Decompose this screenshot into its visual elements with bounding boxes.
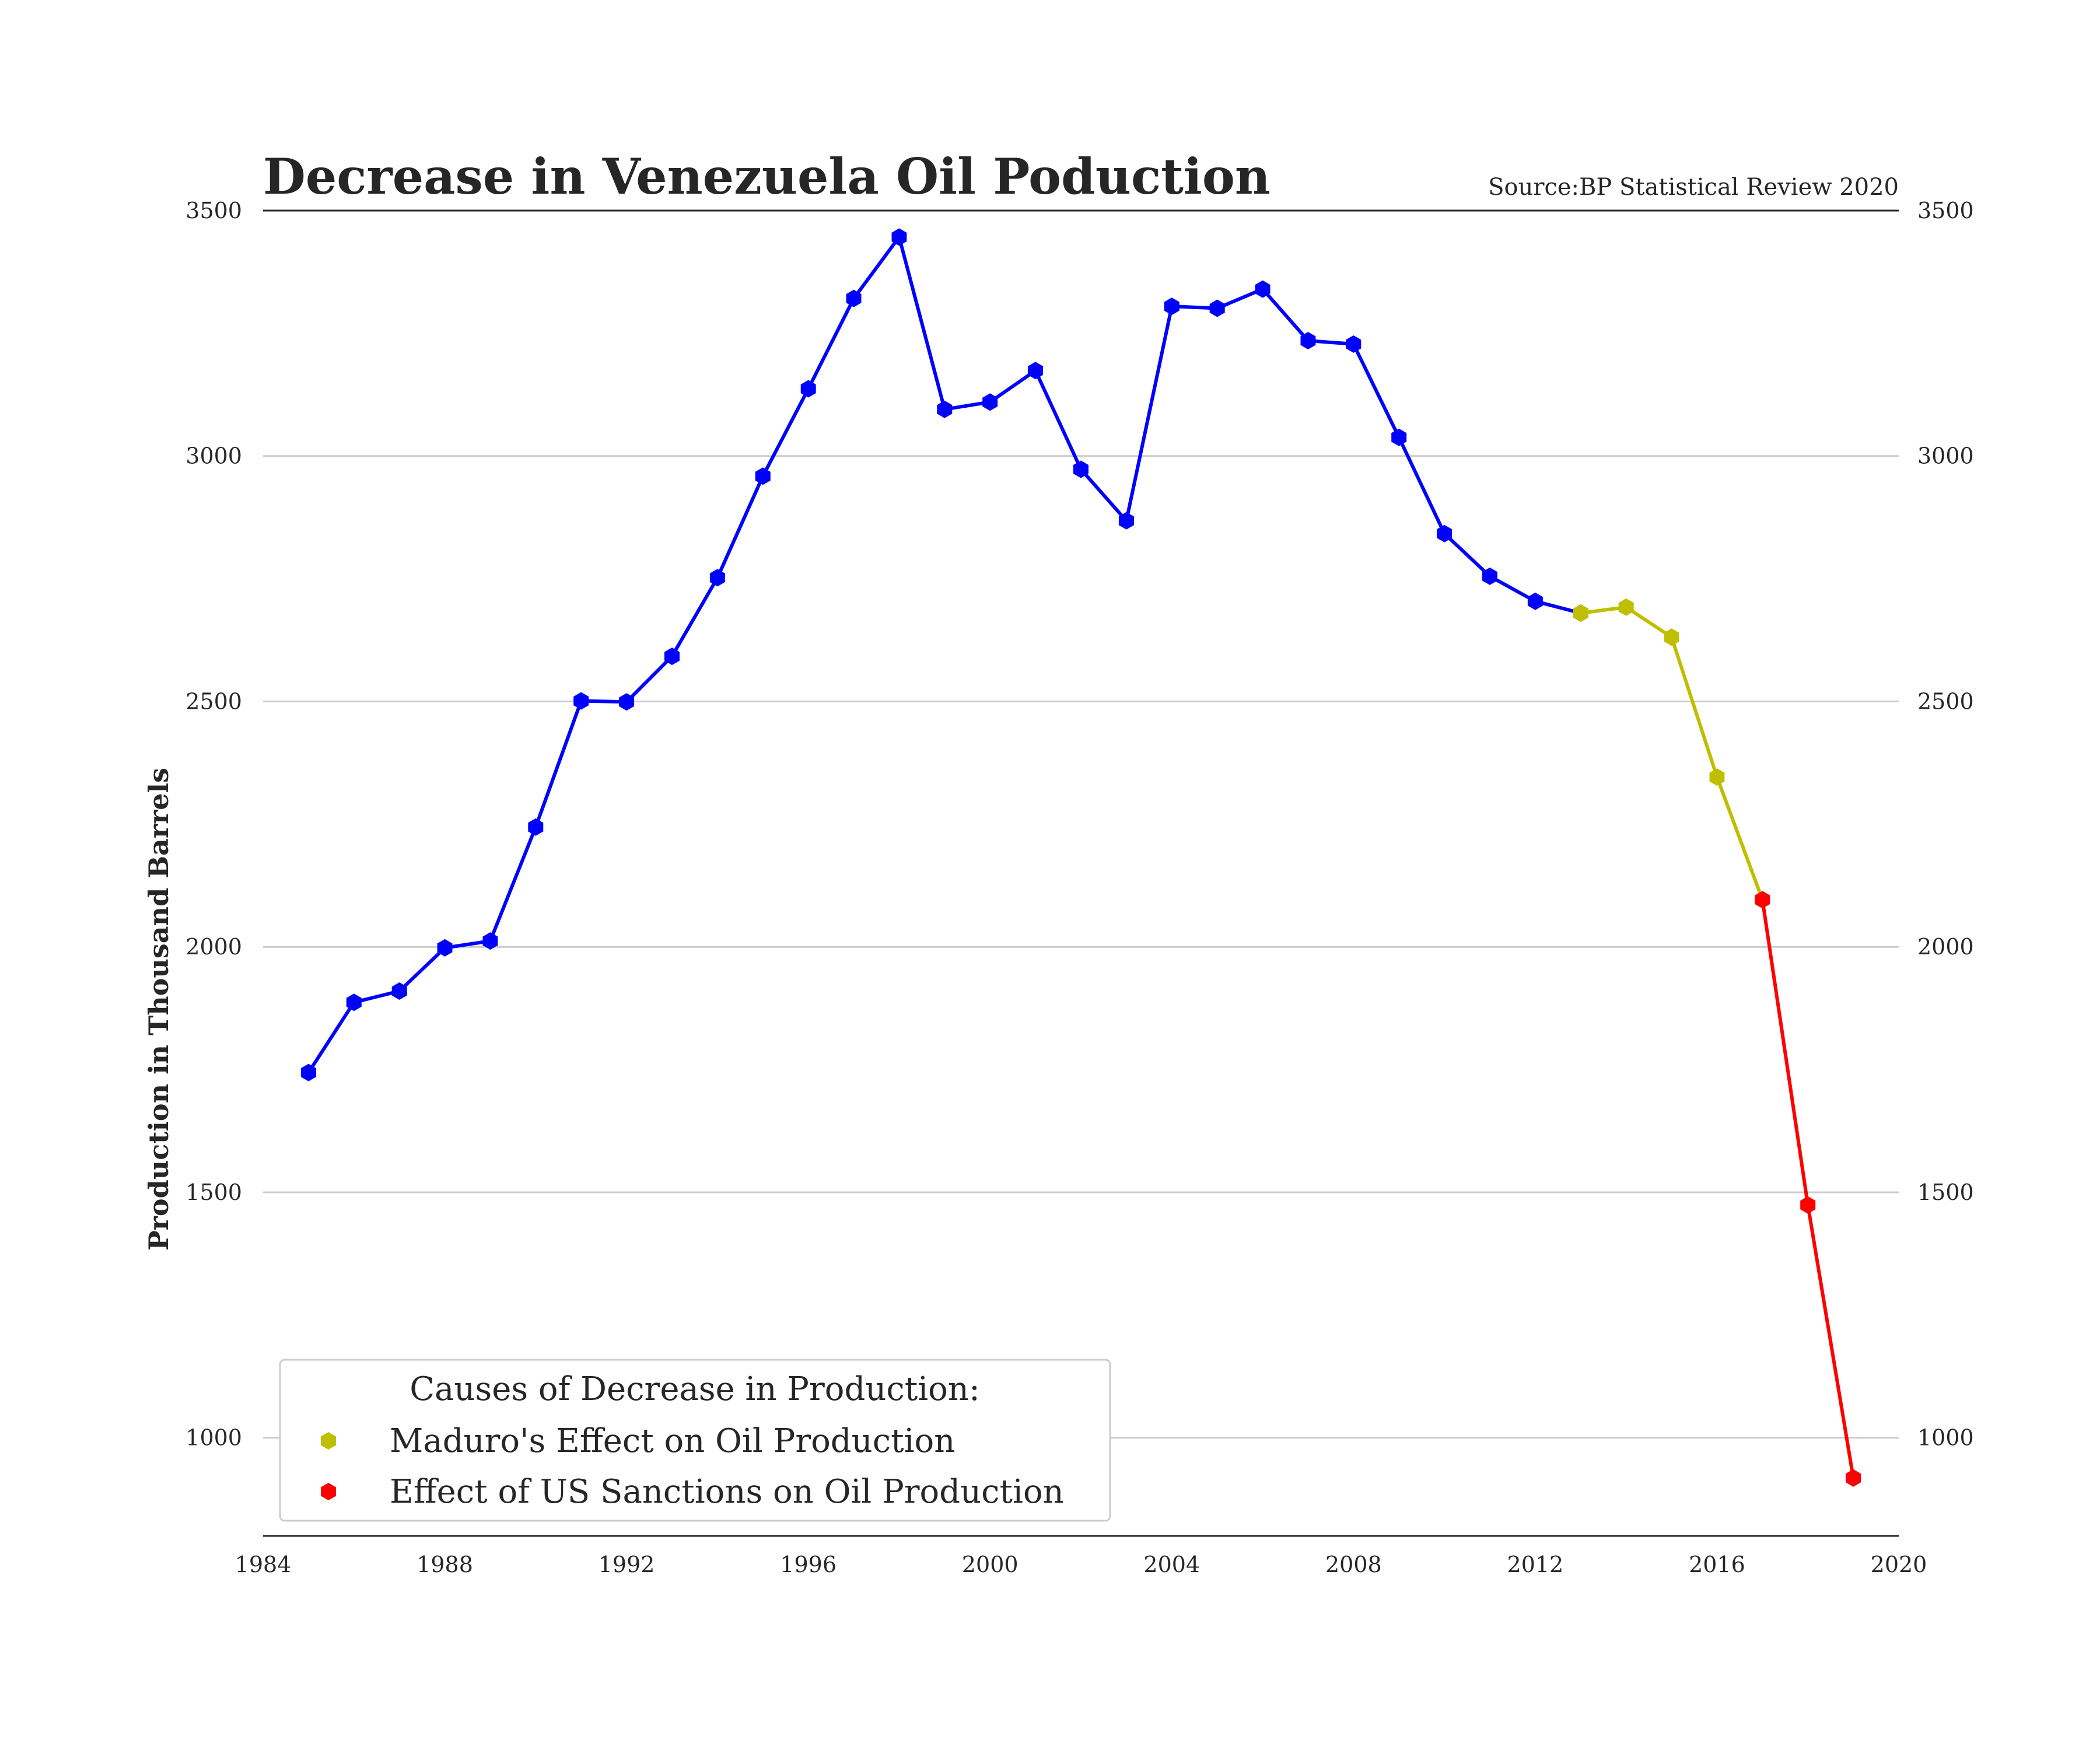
x-tick-label: 1992 [598,1552,655,1577]
axes: 1000 1000 1500 1500 2000 2000 2500 2500 3000 3000… [186,198,1973,1577]
y-tick-label-right: 1000 [1917,1425,1974,1451]
y-tick-label-left: 3000 [186,443,242,469]
legend-marker [321,1432,336,1450]
data-point [528,818,544,836]
legend-entry-label: Effect of US Sanctions on Oil Production [390,1473,1064,1511]
y-tick-label-left: 2500 [186,688,242,714]
data-point [846,289,862,307]
data-point [937,400,953,418]
x-tick-label: 2012 [1507,1552,1564,1577]
y-tick-label-left: 1000 [186,1425,242,1451]
y-tick-label-left: 2000 [186,934,242,960]
y-tick-label-right: 3500 [1917,198,1974,223]
series-line [1580,605,1765,901]
series-2 [1755,891,1861,1487]
y-tick-label-right: 2500 [1917,688,1974,714]
data-point [664,648,680,666]
y-tick-label-right: 3000 [1917,443,1974,469]
data-point [1391,428,1407,446]
data-point [709,569,725,587]
data-point [1437,524,1452,542]
chart-title: Decrease in Venezuela Oil Poduction [263,148,1270,205]
data-point [1709,768,1725,786]
data-point [1846,1469,1861,1487]
x-tick-label: 2000 [962,1552,1019,1577]
x-tick-label: 2008 [1325,1552,1382,1577]
x-tick-label: 1988 [416,1552,473,1577]
y-tick-label-right: 1500 [1917,1180,1974,1205]
legend-marker [321,1483,336,1500]
data-point [391,982,407,1000]
data-point [1164,298,1180,316]
x-tick-label: 2004 [1143,1552,1200,1577]
y-tick-label-right: 2000 [1917,934,1974,960]
data-point [1573,604,1588,622]
data-point [346,993,362,1012]
x-tick-label: 1996 [780,1552,836,1577]
data-series [300,228,1861,1487]
x-tick-label: 2016 [1689,1552,1745,1577]
data-point [573,692,589,710]
legend: Causes of Decrease in Production: Maduro… [279,1359,1111,1522]
data-point [1527,592,1543,610]
series-1 [1573,598,1770,909]
legend-entry-label: Maduro's Effect on Oil Production [390,1422,955,1460]
gridlines [263,209,1899,1439]
x-tick-label: 2020 [1871,1552,1927,1577]
data-point [755,467,771,485]
data-point [300,1063,316,1082]
data-point [1118,512,1134,530]
data-point [1073,460,1088,478]
legend-title: Causes of Decrease in Production: [410,1370,980,1408]
data-point [1664,628,1679,646]
legend-box [279,1359,1111,1522]
chart-source: Source:BP Statistical Review 2020 [1488,174,1899,201]
legend-entries: Maduro's Effect on Oil Production Effect … [321,1422,1064,1511]
data-point [1300,332,1316,349]
data-point [1482,567,1497,585]
data-point [1346,335,1362,353]
data-point [619,693,635,711]
data-point [482,932,498,950]
data-point [800,380,816,398]
data-point [1800,1196,1816,1214]
series-0 [300,228,1588,1082]
data-point [891,228,907,246]
data-point [1028,362,1044,380]
data-point [1255,280,1270,298]
data-point [1618,598,1634,616]
y-tick-label-left: 3500 [186,198,242,223]
data-point [1755,891,1770,909]
y-axis-label: Production in Thousand Barrels [143,768,174,1251]
y-tick-label-left: 1500 [186,1180,242,1205]
x-tick-label: 1984 [235,1552,292,1577]
data-point [437,939,453,957]
data-point [982,393,998,411]
data-point [1209,299,1225,317]
series-line [1760,899,1856,1479]
